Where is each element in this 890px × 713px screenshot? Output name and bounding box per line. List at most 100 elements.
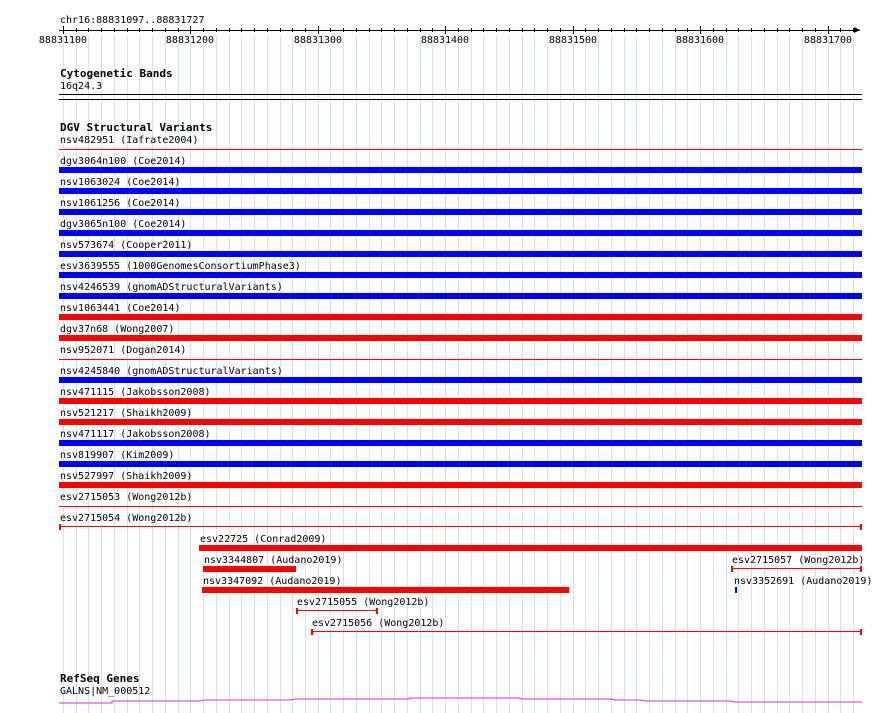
- cytoband-label[interactable]: 16q24.3: [60, 81, 103, 92]
- variant-label[interactable]: nsv1063024 (Coe2014): [60, 177, 181, 188]
- ruler-tick-label: 88831600: [675, 35, 725, 46]
- variant-bar[interactable]: [59, 209, 862, 215]
- variant-bar[interactable]: [59, 335, 862, 341]
- gridline: [394, 36, 395, 713]
- variant-label[interactable]: esv2715057 (Wong2012b): [732, 555, 865, 566]
- ruler-minor-tick: [432, 28, 433, 32]
- variant-span-line: [61, 526, 860, 527]
- variant-bar[interactable]: [59, 167, 862, 173]
- variant-label[interactable]: dgv37n68 (Wong2007): [60, 324, 175, 335]
- ruler-minor-tick: [394, 28, 395, 32]
- ruler-minor-tick: [292, 28, 293, 32]
- variant-label[interactable]: esv22725 (Conrad2009): [200, 534, 327, 545]
- variant-bar[interactable]: [59, 524, 862, 530]
- refseq-track-title[interactable]: RefSeq Genes: [60, 672, 140, 685]
- gridline: [496, 36, 497, 713]
- ruler-minor-tick: [649, 28, 650, 32]
- variant-bar[interactable]: [59, 461, 862, 467]
- cytoband-bar[interactable]: [59, 94, 862, 95]
- ruler-minor-tick: [88, 28, 89, 32]
- ruler-minor-tick: [509, 28, 510, 32]
- variant-label[interactable]: esv3639555 (1000GenomesConsortiumPhase3): [60, 261, 301, 272]
- variant-bar[interactable]: [59, 188, 862, 194]
- variant-label[interactable]: nsv3347092 (Audano2019): [203, 576, 342, 587]
- ruler-minor-tick: [101, 28, 102, 32]
- ruler-minor-tick: [343, 28, 344, 32]
- ruler-minor-tick: [369, 28, 370, 32]
- gene-model-line: [59, 697, 862, 704]
- refseq-gene-label[interactable]: GALNS|NM_000512: [60, 686, 151, 697]
- variant-bar[interactable]: [311, 629, 862, 635]
- variant-bar[interactable]: [735, 587, 737, 593]
- ruler-major-tick: [318, 26, 319, 34]
- variant-bar[interactable]: [199, 545, 862, 551]
- variant-bar[interactable]: [59, 293, 862, 299]
- variant-label[interactable]: nsv3344807 (Audano2019): [204, 555, 343, 566]
- variant-bar[interactable]: [59, 377, 862, 383]
- variant-label[interactable]: nsv573674 (Cooper2011): [60, 240, 193, 251]
- variant-bar[interactable]: [59, 482, 862, 488]
- gridline: [458, 36, 459, 713]
- gridline: [585, 36, 586, 713]
- variant-bar[interactable]: [731, 566, 862, 572]
- ruler-tick-label: 88831200: [165, 35, 215, 46]
- variant-bar[interactable]: [59, 314, 862, 320]
- variant-label[interactable]: esv2715055 (Wong2012b): [297, 597, 430, 608]
- variant-label[interactable]: nsv1063441 (Coe2014): [60, 303, 181, 314]
- variant-label[interactable]: nsv482951 (Iafrate2004): [60, 135, 199, 146]
- variant-label[interactable]: nsv819907 (Kim2009): [60, 450, 175, 461]
- variant-label[interactable]: nsv471115 (Jakobsson2008): [60, 387, 211, 398]
- ruler-minor-tick: [330, 28, 331, 32]
- ruler-minor-tick: [713, 28, 714, 32]
- dgv-track-title[interactable]: DGV Structural Variants: [60, 121, 213, 134]
- ruler-minor-tick: [611, 28, 612, 32]
- variant-bar[interactable]: [59, 272, 862, 278]
- cytoband-track-title[interactable]: Cytogenetic Bands: [60, 67, 173, 80]
- variant-label[interactable]: nsv4246539 (gnomADStructuralVariants): [60, 282, 283, 293]
- variant-bar[interactable]: [296, 608, 378, 614]
- variant-label[interactable]: nsv952071 (Dogan2014): [60, 345, 187, 356]
- ruler-minor-tick: [178, 28, 179, 32]
- ruler-arrow-icon: [854, 27, 860, 33]
- gridline: [687, 36, 688, 713]
- ruler-minor-tick: [254, 28, 255, 32]
- ruler-minor-tick: [585, 28, 586, 32]
- ruler-minor-tick: [471, 28, 472, 32]
- variant-label[interactable]: nsv521217 (Shaikh2009): [60, 408, 193, 419]
- variant-bar[interactable]: [59, 359, 862, 360]
- ruler-minor-tick: [624, 28, 625, 32]
- variant-bar[interactable]: [59, 251, 862, 257]
- ruler-minor-tick: [241, 28, 242, 32]
- variant-label[interactable]: nsv4245840 (gnomADStructuralVariants): [60, 366, 283, 377]
- variant-label[interactable]: esv2715054 (Wong2012b): [60, 513, 193, 524]
- ruler-minor-tick: [522, 28, 523, 32]
- variant-bar[interactable]: [59, 419, 862, 425]
- variant-bar[interactable]: [203, 566, 296, 572]
- variant-bar[interactable]: [59, 398, 862, 404]
- variant-label[interactable]: nsv471117 (Jakobsson2008): [60, 429, 211, 440]
- ruler-minor-tick: [127, 28, 128, 32]
- gridline: [624, 36, 625, 713]
- variant-bar[interactable]: [59, 149, 862, 150]
- refseq-gene-feature[interactable]: [0, 694, 890, 706]
- variant-bar[interactable]: [202, 587, 569, 593]
- ruler-major-tick: [63, 26, 64, 34]
- ruler-major-tick: [700, 26, 701, 34]
- ruler-minor-tick: [229, 28, 230, 32]
- variant-label[interactable]: nsv3352691 (Audano2019): [734, 576, 873, 587]
- ruler-minor-tick: [726, 28, 727, 32]
- variant-bar[interactable]: [59, 440, 862, 446]
- gridline: [598, 36, 599, 713]
- ruler-minor-tick: [152, 28, 153, 32]
- variant-label[interactable]: esv2715053 (Wong2012b): [60, 492, 193, 503]
- variant-label[interactable]: esv2715056 (Wong2012b): [312, 618, 445, 629]
- variant-label[interactable]: nsv1061256 (Coe2014): [60, 198, 181, 209]
- gridline: [764, 36, 765, 713]
- variant-label[interactable]: dgv3064n100 (Coe2014): [60, 156, 187, 167]
- variant-label[interactable]: nsv527997 (Shaikh2009): [60, 471, 193, 482]
- variant-label[interactable]: dgv3065n100 (Coe2014): [60, 219, 187, 230]
- variant-bar[interactable]: [59, 230, 862, 236]
- gridline: [789, 36, 790, 713]
- variant-bar[interactable]: [59, 506, 862, 507]
